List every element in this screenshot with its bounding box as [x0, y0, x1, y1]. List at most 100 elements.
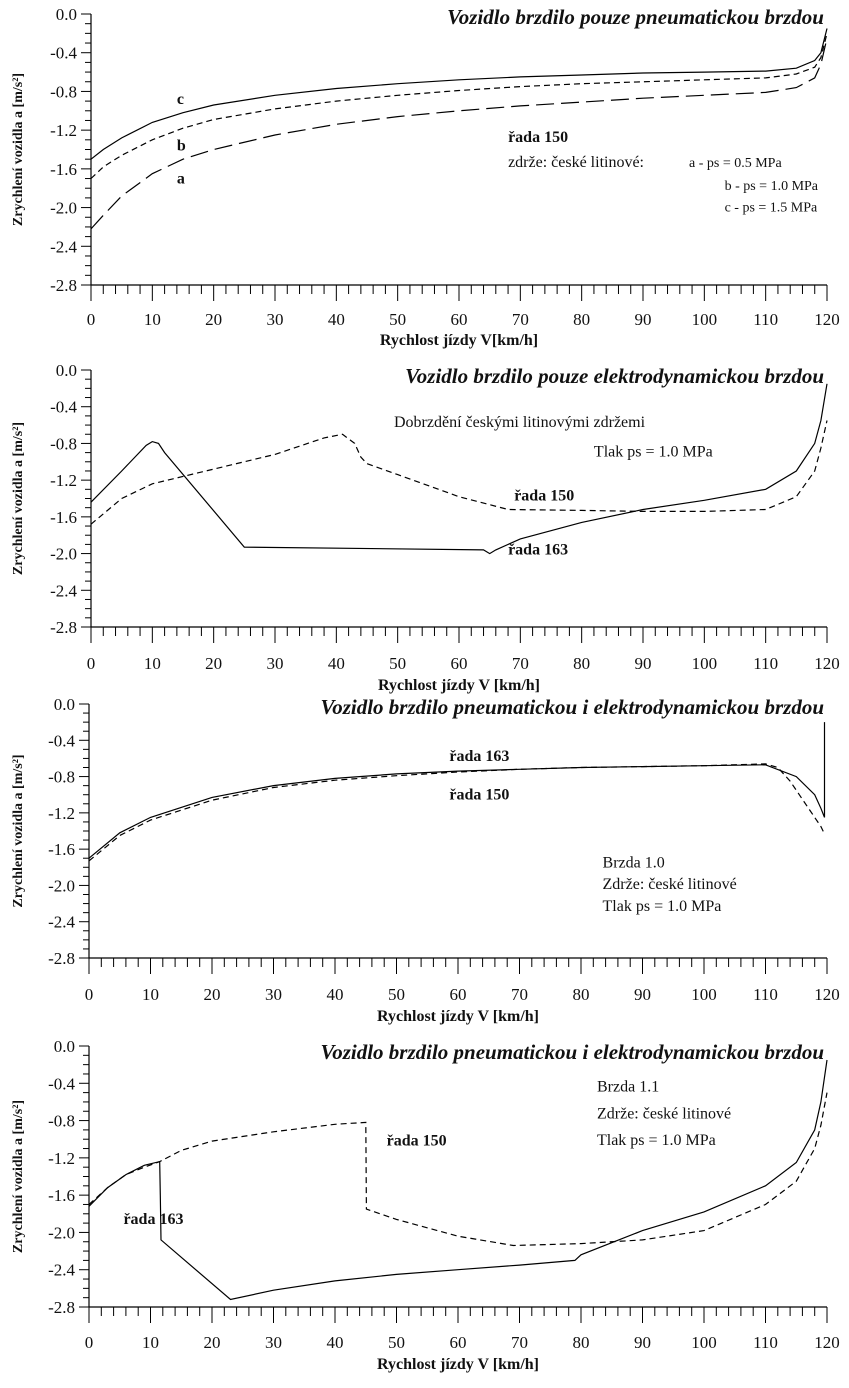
y-tick-label: -0.8 [48, 768, 75, 787]
series-label: c [177, 91, 184, 108]
y-tick-label: -1.6 [50, 160, 77, 179]
y-tick-label: -2.0 [48, 1223, 75, 1242]
chart-title: Vozidlo brzdilo pneumatickou i elektrody… [321, 695, 824, 719]
y-tick-label: -2.8 [48, 1298, 75, 1317]
series-label: řada 163 [449, 748, 509, 765]
x-tick-label: 0 [87, 310, 96, 329]
x-axis-label: Rychlost jízdy V[km/h] [380, 332, 538, 349]
x-axis-label: Rychlost jízdy V [km/h] [377, 1356, 539, 1373]
annotation-text: Brzda 1.0 [603, 854, 665, 871]
chart-panel-2: 0 10 20 30 40 50 60 70 80 90 100 110 120 0.0 -0.4 -0.8 -… [11, 361, 840, 694]
x-tick-label: 90 [635, 654, 652, 673]
x-tick-label: 30 [267, 654, 284, 673]
annotation-text: Tlak ps = 1.0 MPa [603, 898, 722, 915]
x-tick-label: 20 [205, 310, 222, 329]
y-tick-label: -1.6 [48, 840, 75, 859]
x-tick-label: 70 [512, 310, 529, 329]
y-tick-label: -1.2 [48, 1149, 75, 1168]
chart-panel-1: 0 10 20 30 40 50 60 70 80 90 100 110 120 0.0 -0.4 -0.8 -… [11, 5, 840, 349]
annotation-text: zdrže: české litinové: [508, 154, 644, 171]
x-tick-label: 90 [634, 985, 651, 1004]
annotation-text: a - ps = 0.5 MPa [689, 156, 782, 171]
y-tick-label: -1.2 [48, 804, 75, 823]
x-tick-label: 40 [327, 985, 344, 1004]
series-label: řada 150 [387, 1133, 447, 1150]
y-tick-label: -0.4 [48, 1074, 75, 1093]
series-line-2 [90, 420, 828, 525]
x-tick-label: 60 [450, 985, 467, 1004]
y-tick-label: 0.0 [56, 5, 77, 24]
series-line-2 [90, 33, 828, 179]
y-tick-label: -2.4 [50, 237, 77, 256]
annotation-text: c - ps = 1.5 MPa [725, 200, 818, 215]
chart-title: Vozidlo brzdilo pneumatickou i elektrody… [321, 1040, 824, 1064]
y-tick-label: 0.0 [54, 1037, 75, 1056]
y-tick-label: -2.0 [50, 199, 77, 218]
x-tick-label: 100 [691, 985, 717, 1004]
x-tick-label: 100 [692, 654, 718, 673]
y-axis-label: Zrychlení vozidla a [m/s²] [11, 422, 26, 575]
series-line-2 [88, 763, 825, 862]
y-tick-label: -2.0 [50, 545, 77, 564]
y-tick-label: -0.8 [48, 1112, 75, 1131]
x-tick-label: 0 [85, 1333, 94, 1352]
annotation-text: Dobrzdění českými litinovými zdržemi [394, 414, 646, 431]
x-tick-label: 80 [573, 654, 590, 673]
y-tick-label: -2.8 [48, 949, 75, 968]
series-line-3 [90, 38, 828, 230]
x-tick-label: 60 [451, 654, 468, 673]
x-tick-label: 10 [142, 985, 159, 1004]
chart-title: Vozidlo brzdilo pouze pneumatickou brzdo… [447, 5, 824, 29]
x-tick-label: 30 [265, 985, 282, 1004]
x-tick-label: 0 [87, 654, 96, 673]
x-tick-label: 10 [142, 1333, 159, 1352]
y-axis-label: Zrychlení vozidla a [m/s²] [11, 754, 26, 907]
x-tick-label: 80 [573, 985, 590, 1004]
x-tick-label: 40 [328, 654, 345, 673]
y-tick-label: -0.4 [50, 398, 77, 417]
chart-panel-3: 0 10 20 30 40 50 60 70 80 90 100 110 120 0.0 -0.4 -0.8 -… [11, 695, 840, 1025]
series-line-1 [88, 722, 826, 859]
x-tick-label: 70 [512, 654, 529, 673]
series-line-1 [90, 383, 828, 555]
y-tick-label: 0.0 [56, 361, 77, 380]
x-tick-label: 120 [814, 985, 840, 1004]
x-tick-label: 20 [204, 1333, 221, 1352]
x-tick-label: 30 [265, 1333, 282, 1352]
series-label: řada 150 [514, 487, 574, 504]
x-tick-label: 20 [205, 654, 222, 673]
y-tick-label: -1.6 [48, 1186, 75, 1205]
x-tick-label: 0 [85, 985, 94, 1004]
x-tick-label: 90 [634, 1333, 651, 1352]
y-axis-label: Zrychlení vozidla a [m/s²] [11, 1100, 26, 1253]
x-tick-label: 20 [204, 985, 221, 1004]
annotation-text: Tlak ps = 1.0 MPa [597, 1132, 716, 1149]
series-label: b [177, 137, 186, 154]
series-line-1 [88, 1059, 828, 1301]
x-tick-label: 120 [814, 654, 840, 673]
annotation-text: řada 150 [508, 129, 568, 146]
x-tick-label: 50 [388, 1333, 405, 1352]
x-tick-label: 30 [267, 310, 284, 329]
x-tick-label: 100 [691, 1333, 717, 1352]
x-tick-label: 110 [753, 985, 778, 1004]
x-tick-label: 90 [635, 310, 652, 329]
x-tick-label: 10 [144, 310, 161, 329]
x-tick-label: 110 [753, 310, 778, 329]
x-tick-label: 120 [814, 310, 840, 329]
annotation-text: Zdrže: české litinové [597, 1106, 731, 1123]
y-tick-label: -2.8 [50, 276, 77, 295]
annotation-text: b - ps = 1.0 MPa [725, 179, 819, 194]
y-tick-label: -0.4 [50, 44, 77, 63]
x-tick-label: 70 [511, 985, 528, 1004]
y-tick-label: -0.8 [50, 82, 77, 101]
x-tick-label: 110 [753, 654, 778, 673]
x-axis-label: Rychlost jízdy V [km/h] [378, 677, 540, 694]
series-line-1 [90, 28, 828, 160]
x-tick-label: 10 [144, 654, 161, 673]
chart-panel-4: 0 10 20 30 40 50 60 70 80 90 100 110 120 0.0 -0.4 -0.8 -… [11, 1037, 840, 1373]
x-tick-label: 50 [389, 654, 406, 673]
x-tick-label: 50 [389, 310, 406, 329]
y-tick-label: -1.2 [50, 121, 77, 140]
